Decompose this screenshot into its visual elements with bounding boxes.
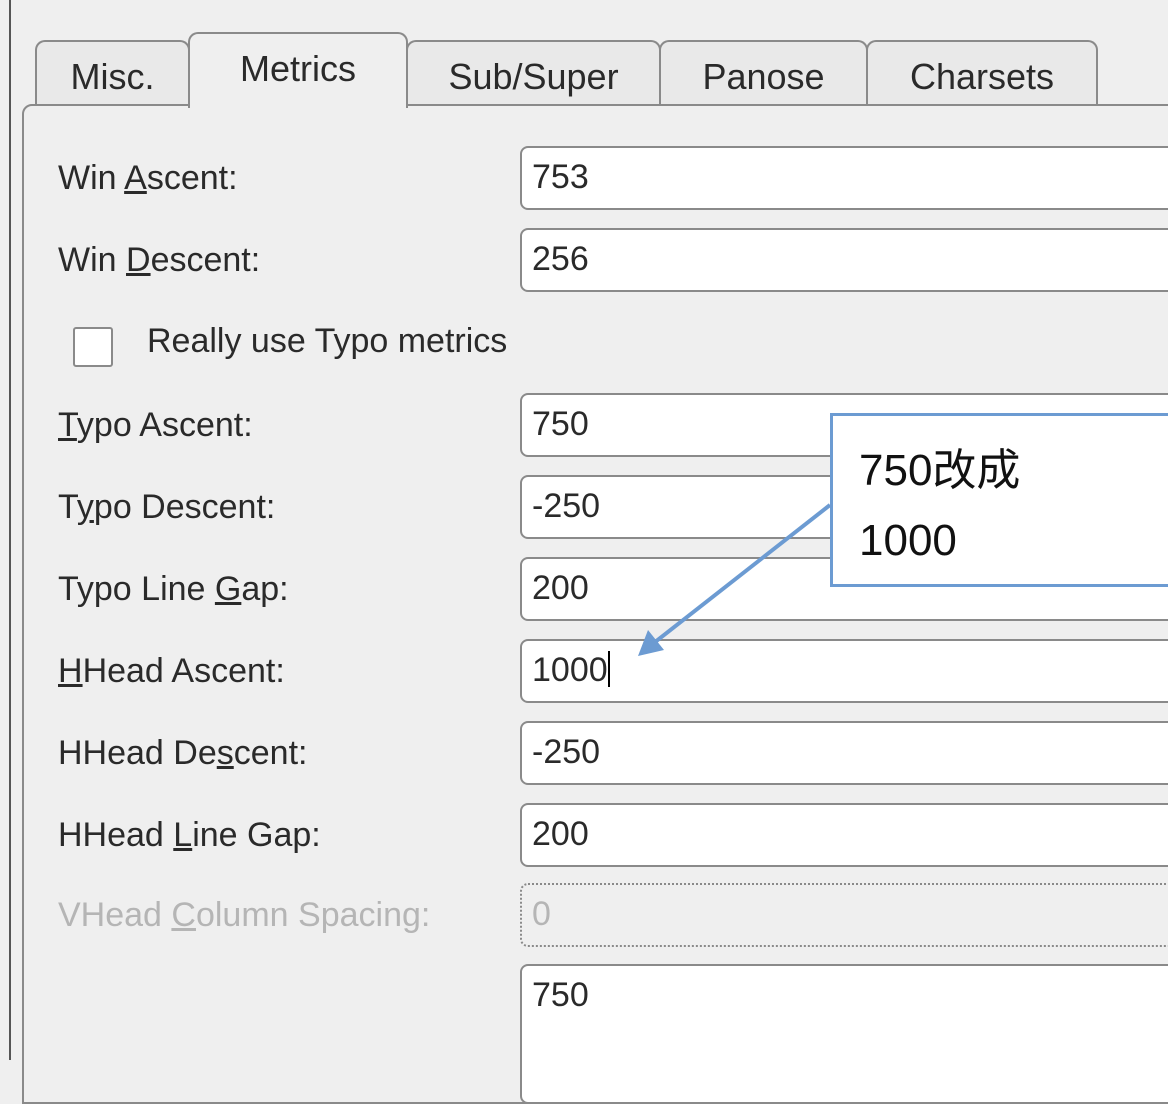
label-text: scent: bbox=[146, 159, 238, 197]
field-value: 0 bbox=[532, 895, 551, 933]
label-text: po Descent: bbox=[93, 488, 276, 526]
label-text: VHead bbox=[58, 896, 172, 934]
hhead-ascent-field[interactable]: 1000 bbox=[520, 639, 1168, 703]
label-text: HHead De bbox=[58, 734, 217, 772]
label-text: Typo Line bbox=[58, 570, 215, 608]
label-text: Head Ascent: bbox=[82, 652, 285, 690]
tab-sub-super[interactable]: Sub/Super bbox=[406, 40, 661, 106]
label-text: olumn Spacing: bbox=[195, 896, 431, 934]
typo-descent-label: Typo Descent: bbox=[58, 487, 275, 527]
label-text: ap: bbox=[241, 570, 289, 608]
vhead-column-spacing-field: 0 bbox=[520, 883, 1168, 947]
mnemonic-key: C bbox=[171, 896, 196, 934]
label-text: ypo Ascent: bbox=[76, 406, 253, 444]
mnemonic-key: A bbox=[124, 159, 147, 197]
label-text: Win bbox=[58, 159, 125, 197]
label-text: cent: bbox=[233, 734, 308, 772]
hhead-line-gap-field[interactable]: 200 bbox=[520, 803, 1168, 867]
mnemonic-key: D bbox=[126, 241, 151, 279]
hhead-descent-field[interactable]: -250 bbox=[520, 721, 1168, 785]
field-value: -250 bbox=[532, 487, 601, 525]
field-value: 200 bbox=[532, 569, 589, 607]
annotation-callout: 750改成 1000 bbox=[830, 413, 1168, 587]
label-text: Win bbox=[58, 241, 126, 279]
window-border bbox=[9, 0, 11, 1060]
mnemonic-key: L bbox=[173, 816, 193, 854]
hhead-descent-label: HHead Descent: bbox=[58, 733, 307, 773]
tab-misc[interactable]: Misc. bbox=[35, 40, 190, 106]
field-value: 200 bbox=[532, 815, 589, 853]
vhead-column-spacing-label: VHead Column Spacing: bbox=[58, 895, 430, 935]
label-text: T bbox=[58, 488, 77, 526]
mnemonic-key: T bbox=[58, 406, 77, 444]
tab-charsets[interactable]: Charsets bbox=[866, 40, 1098, 106]
really-use-typo-metrics-label[interactable]: Really use Typo metrics bbox=[147, 322, 508, 360]
typo-ascent-label: Typo Ascent: bbox=[58, 405, 253, 445]
annotation-line-1: 750改成 bbox=[859, 446, 1021, 495]
win-ascent-label: Win Ascent: bbox=[58, 158, 238, 198]
field-value: 256 bbox=[532, 240, 589, 278]
mnemonic-key: H bbox=[58, 652, 83, 690]
win-ascent-field[interactable]: 753 bbox=[520, 146, 1168, 210]
really-use-typo-metrics-checkbox[interactable] bbox=[73, 327, 113, 367]
mnemonic-key: s bbox=[216, 734, 234, 772]
field-value: 753 bbox=[532, 158, 589, 196]
field-value: 750 bbox=[532, 405, 589, 443]
label-text: ine Gap: bbox=[192, 816, 321, 854]
typo-line-gap-label: Typo Line Gap: bbox=[58, 569, 289, 609]
tab-panose[interactable]: Panose bbox=[659, 40, 868, 106]
field-value: -250 bbox=[532, 733, 601, 771]
mnemonic-key: G bbox=[214, 570, 242, 608]
win-descent-field[interactable]: 256 bbox=[520, 228, 1168, 292]
tab-metrics[interactable]: Metrics bbox=[188, 32, 408, 108]
label-text: HHead bbox=[58, 816, 174, 854]
hhead-ascent-label: HHead Ascent: bbox=[58, 651, 285, 691]
field-value: 1000 bbox=[532, 651, 608, 689]
hhead-line-gap-label: HHead Line Gap: bbox=[58, 815, 321, 855]
text-caret bbox=[607, 651, 610, 687]
win-descent-label: Win Descent: bbox=[58, 240, 260, 280]
label-text: escent: bbox=[150, 241, 261, 279]
annotation-line-2: 1000 bbox=[859, 516, 957, 565]
annotation-arrow bbox=[638, 503, 832, 656]
mnemonic-key: y bbox=[76, 488, 94, 526]
